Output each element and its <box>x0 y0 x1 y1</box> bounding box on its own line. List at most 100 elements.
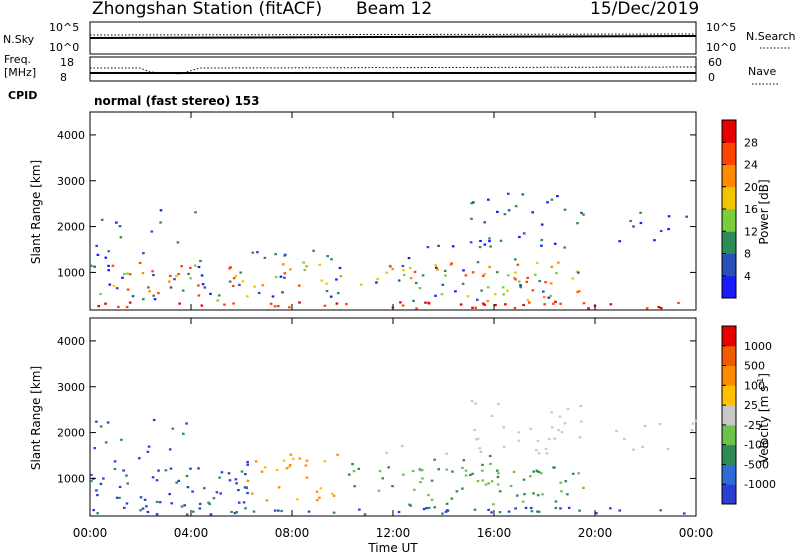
nave-tick-top: 60 <box>708 56 722 69</box>
echo-cell <box>198 502 202 505</box>
echo-cell <box>237 501 241 504</box>
echo-cell <box>304 464 308 467</box>
power-panel: 1000 2000 3000 4000 Slant Range [km] <box>29 111 697 311</box>
echo-cell <box>567 506 571 509</box>
echo-cell <box>557 261 560 264</box>
echo-cell <box>469 473 472 477</box>
echo-cell <box>282 459 286 462</box>
echo-cell <box>338 266 342 270</box>
echo-cell <box>496 475 500 479</box>
echo-cell <box>488 240 491 243</box>
echo-cell <box>659 509 662 512</box>
echo-cell <box>335 278 338 281</box>
echo-cell <box>517 439 521 442</box>
echo-cell <box>488 237 491 240</box>
echo-cell <box>265 499 269 502</box>
echo-cell <box>307 510 311 513</box>
echo-cell <box>558 415 562 418</box>
echo-cell <box>559 302 562 305</box>
echo-cell <box>125 502 129 505</box>
echo-cell <box>168 493 171 496</box>
echo-cell <box>560 430 564 434</box>
echo-cell <box>326 255 329 258</box>
echo-cell <box>183 504 186 507</box>
velocity-panel-frame <box>89 317 697 517</box>
echo-cell <box>445 502 449 505</box>
echo-cell <box>377 489 381 492</box>
echo-cell <box>151 270 154 273</box>
echo-cell <box>389 265 392 268</box>
echo-cell <box>483 273 486 276</box>
echo-cell <box>466 295 470 298</box>
echo-cell <box>440 293 444 296</box>
echo-cell <box>495 271 499 274</box>
echo-cell <box>120 438 123 441</box>
echo-cell <box>232 277 236 280</box>
echo-cell <box>557 429 560 432</box>
echo-cell <box>113 460 117 463</box>
echo-cell <box>175 275 178 278</box>
echo-cell <box>554 300 557 303</box>
echo-cell <box>292 457 295 460</box>
echo-cell <box>139 509 142 512</box>
echo-cell <box>192 510 195 513</box>
echo-cell <box>519 286 523 289</box>
echo-cell <box>618 240 621 243</box>
echo-cell <box>419 481 422 484</box>
echo-cell <box>685 215 688 218</box>
echo-cell <box>544 447 548 450</box>
echo-cell <box>189 266 192 269</box>
colorbar-frame <box>721 325 737 505</box>
echo-cell <box>559 481 563 484</box>
echo-cell <box>150 230 154 233</box>
echo-cell <box>480 289 483 292</box>
echo-cell <box>582 302 586 305</box>
echo-cell <box>115 496 119 499</box>
echo-cell <box>677 301 680 305</box>
echo-cell <box>207 501 210 504</box>
colorbar-swatch <box>722 405 736 426</box>
echo-cell <box>339 275 343 278</box>
echo-cell <box>194 211 197 214</box>
echo-cell <box>482 274 485 277</box>
echo-cell <box>220 471 224 474</box>
echo-cell <box>514 507 517 510</box>
echo-cell <box>231 284 235 288</box>
colorbar-tick-label: 100 <box>744 379 765 392</box>
echo-cell <box>507 209 511 212</box>
echo-cell <box>496 483 500 486</box>
echo-cell <box>151 476 155 479</box>
echo-cell <box>147 286 150 289</box>
echo-cell <box>451 470 454 473</box>
echo-cell <box>215 491 219 494</box>
colorbar-tick-label: 4 <box>744 270 751 283</box>
echo-cell <box>413 270 417 273</box>
power-panel-frame <box>89 111 697 311</box>
freq-label-line2: [MHz] <box>4 66 36 79</box>
echo-cell <box>264 466 267 469</box>
echo-cell <box>261 284 264 287</box>
x-tick-label: 16:00 <box>477 526 512 540</box>
echo-cell <box>580 211 583 214</box>
echo-cell <box>539 472 543 475</box>
echo-cell <box>153 298 157 301</box>
echo-cell <box>138 261 142 265</box>
echo-cell <box>550 265 554 268</box>
echo-cell <box>509 484 513 488</box>
echo-cell <box>277 486 281 489</box>
echo-cell <box>303 268 307 272</box>
echo-cell <box>402 473 405 476</box>
echo-cell <box>548 437 551 441</box>
echo-cell <box>547 296 551 299</box>
time-axis-label: Time UT <box>367 541 418 554</box>
echo-cell <box>117 305 120 308</box>
echo-cell <box>203 286 207 289</box>
echo-cell <box>200 304 204 307</box>
echo-cell <box>629 219 632 223</box>
echo-cell <box>430 498 434 501</box>
echo-cell <box>552 466 555 469</box>
echo-cell <box>502 293 505 296</box>
echo-cell <box>203 487 206 490</box>
echo-cell <box>158 501 162 504</box>
echo-cell <box>164 469 168 472</box>
